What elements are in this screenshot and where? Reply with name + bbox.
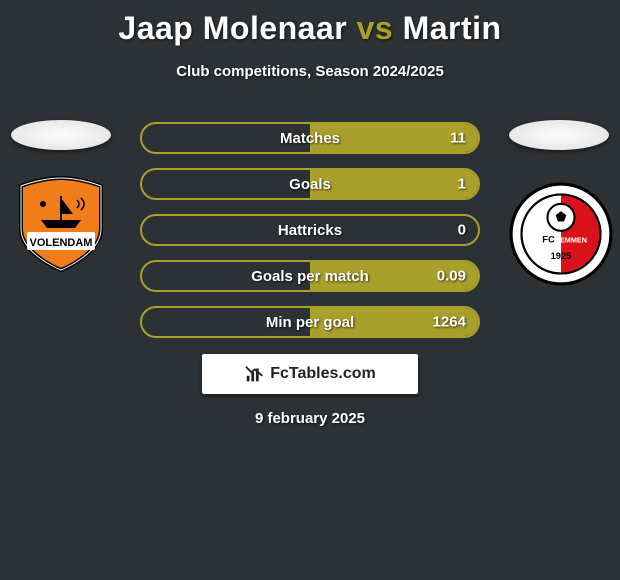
player-right-photo bbox=[509, 120, 609, 150]
player-left-photo bbox=[11, 120, 111, 150]
player2-name: Martin bbox=[403, 10, 502, 46]
stat-label: Matches bbox=[280, 130, 340, 147]
bar-chart-icon bbox=[244, 363, 266, 385]
vs-word: vs bbox=[357, 10, 394, 46]
comparison-title: Jaap Molenaar vs Martin bbox=[0, 0, 620, 47]
subtitle: Club competitions, Season 2024/2025 bbox=[0, 63, 620, 80]
stat-right-value: 1 bbox=[458, 176, 466, 193]
stat-row-matches: Matches 11 bbox=[140, 122, 480, 154]
watermark-badge: FcTables.com bbox=[202, 354, 418, 394]
stat-right-value: 11 bbox=[450, 130, 466, 147]
stat-right-value: 1264 bbox=[433, 314, 466, 331]
stat-row-min-per-goal: Min per goal 1264 bbox=[140, 306, 480, 338]
club-badge-right: FC EMMEN 1925 bbox=[509, 182, 609, 282]
watermark-text: FcTables.com bbox=[270, 365, 376, 383]
stat-right-value: 0 bbox=[458, 222, 466, 239]
stat-row-goals: Goals 1 bbox=[140, 168, 480, 200]
stats-container: Matches 11 Goals 1 Hattricks 0 Goals per… bbox=[140, 122, 480, 338]
player-left-column: VOLENDAM bbox=[6, 120, 116, 274]
svg-text:VOLENDAM: VOLENDAM bbox=[30, 237, 93, 249]
stat-label: Goals per match bbox=[251, 268, 369, 285]
date-line: 9 february 2025 bbox=[0, 410, 620, 427]
svg-text:EMMEN: EMMEN bbox=[560, 235, 587, 244]
stat-label: Goals bbox=[289, 176, 331, 193]
player1-name: Jaap Molenaar bbox=[118, 10, 347, 46]
stat-label: Hattricks bbox=[278, 222, 342, 239]
stat-label: Min per goal bbox=[266, 314, 354, 331]
svg-text:1925: 1925 bbox=[551, 251, 572, 261]
club-badge-left: VOLENDAM bbox=[11, 174, 111, 274]
svg-text:FC: FC bbox=[542, 234, 555, 244]
stat-row-goals-per-match: Goals per match 0.09 bbox=[140, 260, 480, 292]
stat-row-hattricks: Hattricks 0 bbox=[140, 214, 480, 246]
player-right-column: FC EMMEN 1925 bbox=[504, 120, 614, 282]
stat-fill-right bbox=[310, 170, 478, 198]
stat-right-value: 0.09 bbox=[437, 268, 466, 285]
